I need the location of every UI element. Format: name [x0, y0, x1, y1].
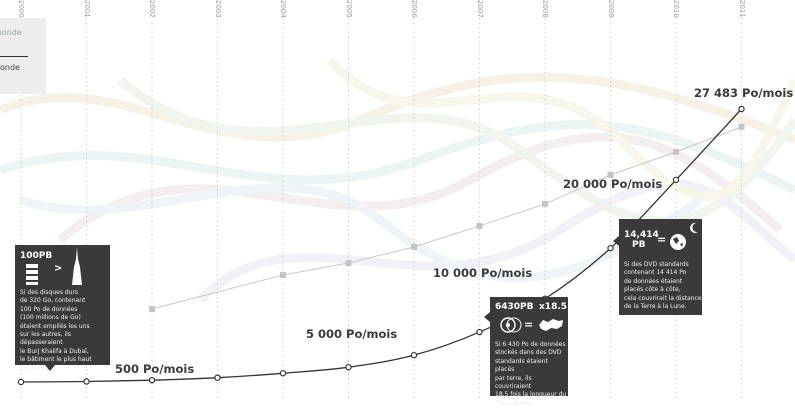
card-transsib-heading: 6430PB	[495, 302, 534, 312]
card-burj-text: Si des disques durs de 320 Go, contenant…	[20, 289, 110, 373]
card-burj-line: (100 millions de Go)	[20, 314, 81, 322]
card-transsib-multiplier: x18.5	[539, 302, 568, 312]
annotation-20000: 20 000 Po/mois	[563, 177, 663, 191]
secondary-series-point	[280, 271, 286, 278]
secondary-series-point	[476, 222, 483, 229]
secondary-series-point	[411, 243, 417, 250]
card-moon-line: de la Terre à la Lune.	[624, 303, 687, 311]
card-moon-line: Si des DVD standards	[624, 261, 689, 268]
annotation-27483: 27 483 Po/mois	[694, 86, 794, 100]
card-burj-line: le Burj Khalifa à Dubaï,	[20, 347, 89, 355]
main-series-point[interactable]	[83, 378, 90, 385]
info-card-burj: 100PB > Si des disques durs de 320 Go, c…	[15, 245, 110, 372]
card-moon-heading-unit: PB	[632, 240, 646, 250]
card-moon-symbol: =	[657, 233, 667, 246]
filter-label-world: monde	[0, 28, 22, 37]
card-transsib-line: standards étaient placés	[495, 357, 548, 374]
info-card-transsiberian: 6430PB x18.5 = Si 6 430 Po de données st…	[490, 297, 568, 407]
moon-icon	[690, 222, 698, 233]
card-burj-heading: 100PB	[20, 251, 53, 261]
secondary-series	[149, 123, 745, 313]
main-series-point[interactable]	[345, 363, 352, 371]
card-moon-text: Si des DVD standards contenant 14 414 Po…	[624, 261, 704, 311]
card-transsib-line: par terre, ils couvriraient	[495, 374, 532, 391]
hard-drive-stack-icon	[26, 264, 38, 285]
filter-option-world[interactable]: onde	[0, 63, 20, 72]
card-burj-line: au monde.	[20, 364, 53, 372]
secondary-series-point	[673, 148, 679, 155]
card-moon-line: de données étaient	[624, 277, 683, 285]
burj-khalifa-icon	[72, 247, 82, 285]
card-burj-line: de 320 Go, contenant	[20, 297, 86, 305]
filter-panel[interactable]: monde onde	[0, 18, 46, 94]
russia-map-icon	[539, 319, 563, 331]
annotation-10000: 10 000 Po/mois	[433, 266, 533, 280]
annotation-500: 500 Po/mois	[115, 362, 195, 376]
dvd-disc-icon	[500, 317, 522, 333]
card-burj-line: étaient empilés les uns	[20, 322, 90, 330]
main-series-point[interactable]	[17, 378, 25, 386]
main-series-point[interactable]	[410, 351, 418, 359]
main-series-point[interactable]	[476, 328, 483, 336]
card-burj-line: 100 Po de données	[20, 305, 78, 313]
main-series-point[interactable]	[214, 374, 221, 381]
card-transsib-line: 18,5 fois la longueur du	[495, 391, 567, 399]
globe-icon	[670, 234, 686, 250]
main-series-point[interactable]	[148, 376, 156, 384]
card-burj-line: Si des disques durs	[20, 289, 79, 296]
card-moon-line: cela couvrirait la distance	[624, 294, 702, 302]
card-moon-pointer	[613, 236, 619, 246]
card-burj-symbol: >	[54, 263, 63, 274]
card-transsib-line: Transsibérien.	[495, 399, 537, 407]
main-series-point[interactable]	[672, 176, 680, 184]
filter-divider	[0, 56, 28, 57]
secondary-series-point	[607, 171, 614, 178]
info-card-moon: 14,414 PB = Si des DVD standards contena…	[619, 219, 702, 315]
card-transsib-pointer	[484, 312, 490, 322]
secondary-series-point	[345, 259, 352, 266]
main-series-point[interactable]	[607, 244, 614, 252]
card-burj-pointer	[45, 365, 55, 371]
card-transsib-symbol: =	[524, 318, 534, 331]
main-series-point[interactable]	[738, 105, 745, 113]
card-moon-heading: 14,414	[624, 230, 659, 240]
main-series-point[interactable]	[279, 370, 287, 377]
card-transsib-line: Si 6 430 Po de données	[495, 341, 566, 348]
card-burj-line: le bâtiment le plus haut	[20, 356, 92, 364]
card-burj-line: sur les autres, ils dépasseraient	[20, 331, 71, 347]
secondary-series-point	[149, 306, 155, 313]
card-moon-line: placés côte à côte,	[624, 286, 681, 294]
card-moon-line: contenant 14 414 Po	[624, 269, 687, 277]
decorative-background-swirls	[0, 56, 795, 304]
secondary-series-point	[738, 123, 745, 130]
annotation-5000: 5 000 Po/mois	[306, 327, 398, 341]
secondary-series-point	[542, 200, 548, 207]
card-transsib-line: stockés dans des DVD	[495, 349, 562, 357]
